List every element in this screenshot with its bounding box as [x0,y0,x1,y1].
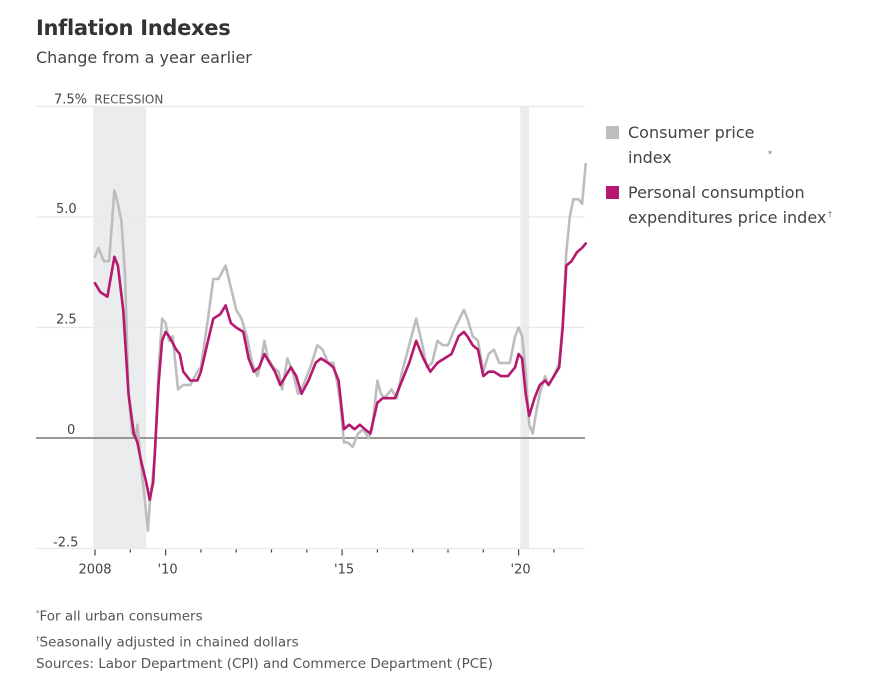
series-lines [93,162,587,533]
x-axis: 2008 '10 '15 '20 [78,549,555,578]
y-tick-label: 0 [67,423,75,438]
y-tick-label: 5.0 [56,202,77,217]
legend-label-cpi: Consumer price index [628,123,755,167]
y-tick-label: 7.5% [54,93,87,108]
legend-footnote-mark-cpi: * [768,149,772,159]
legend-swatch-cpi [606,126,619,139]
footnote-pce: †Seasonally adjusted in chained dollars [36,628,493,654]
sources-note: Sources: Labor Department (CPI) and Comm… [36,656,493,672]
cpi-line [93,162,587,533]
x-tick-label: '15 [334,563,354,578]
legend-footnote-mark-pce: † [828,209,832,219]
x-tick-label: '20 [511,563,531,578]
y-axis-labels: 7.5% 5.0 2.5 0 -2.5 [53,93,87,551]
chart-title: Inflation Indexes [36,16,231,40]
y-tick-label: 2.5 [56,313,77,328]
legend-item-pce: Personal consumption expenditures price … [606,180,856,230]
footnote-mark: * [36,609,40,617]
y-tick-label: -2.5 [53,536,78,551]
recession-bands: RECESSION [93,93,530,549]
footnote-text: For all urban consumers [39,608,203,625]
x-tick-label: 2008 [78,563,111,578]
recession-label: RECESSION [94,93,163,107]
chart-subtitle: Change from a year earlier [36,48,252,67]
footnotes: *For all urban consumers †Seasonally adj… [36,602,493,675]
legend-swatch-pce [606,186,619,199]
x-tick-label: '10 [158,563,178,578]
footnote-cpi: *For all urban consumers [36,602,493,628]
footnote-mark: † [36,634,40,643]
legend: Consumer price index * Personal consumpti… [606,120,856,240]
legend-item-cpi: Consumer price index * [606,120,856,170]
legend-label-pce: Personal consumption expenditures price … [628,183,827,227]
footnote-text: Seasonally adjusted in chained dollars [39,634,299,650]
pce-line [93,242,587,502]
